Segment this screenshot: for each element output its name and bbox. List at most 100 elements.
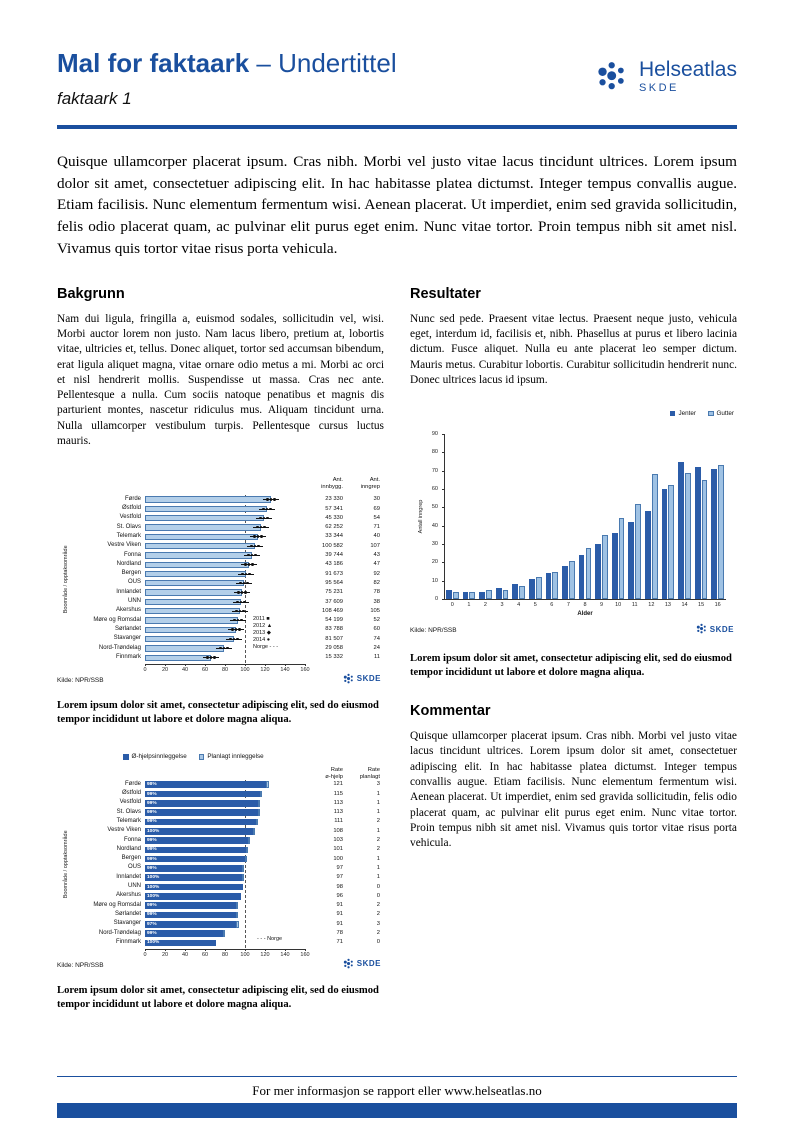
innbygg-value: 29 058 bbox=[325, 645, 343, 651]
innbygg-value: 95 564 bbox=[325, 579, 343, 586]
legend-swatch bbox=[198, 754, 205, 760]
year-marker bbox=[250, 544, 253, 548]
region-label: Finnmark bbox=[115, 938, 141, 945]
x-tick-label: 13 bbox=[664, 602, 671, 609]
x-tick-label: 6 bbox=[550, 602, 554, 609]
year-marker bbox=[273, 498, 276, 501]
legend-norge-row: - - - Norge bbox=[257, 935, 283, 942]
x-tick-label: 8 bbox=[583, 602, 587, 609]
y-tick bbox=[442, 580, 444, 582]
planlagt-bar bbox=[253, 827, 255, 835]
column-header: Rate planlagt bbox=[359, 767, 380, 780]
ohjelp-bar bbox=[145, 809, 258, 816]
year-marker bbox=[242, 581, 246, 585]
year-marker bbox=[244, 591, 247, 594]
gutter-bar bbox=[668, 485, 675, 600]
rate-ohjelp-value: 121 bbox=[333, 781, 343, 788]
planlagt-bar bbox=[236, 902, 238, 909]
region-label: Vestre Viken bbox=[107, 827, 141, 834]
ohjelp-bar bbox=[145, 930, 223, 937]
jenter-bar bbox=[611, 533, 618, 600]
region-label: Innlandet bbox=[116, 873, 141, 880]
x-tick-label: 3 bbox=[500, 602, 504, 609]
percent-label: 99% bbox=[147, 819, 157, 825]
percent-label: 99% bbox=[147, 800, 157, 806]
x-tick bbox=[145, 948, 146, 951]
year-marker bbox=[240, 591, 244, 594]
jenter-bar bbox=[694, 467, 701, 600]
percent-label: 99% bbox=[147, 791, 157, 797]
y-axis-line bbox=[444, 434, 445, 600]
region-label: Førde bbox=[124, 780, 141, 787]
innbygg-value: 15 332 bbox=[325, 654, 343, 661]
x-tick bbox=[305, 663, 306, 666]
y-tick bbox=[442, 525, 444, 527]
planlagt-bar bbox=[246, 846, 248, 854]
ohjelp-bar bbox=[145, 827, 253, 835]
x-tick-label: 0 bbox=[143, 951, 147, 958]
gutter-bar bbox=[635, 503, 642, 600]
source-label: Kilde: NPR/SSB bbox=[57, 961, 104, 969]
year-marker bbox=[263, 526, 266, 529]
year-marker bbox=[236, 619, 240, 622]
region-label: Akershus bbox=[115, 607, 141, 614]
year-marker bbox=[253, 535, 256, 538]
region-label: Vestre Viken bbox=[107, 542, 141, 549]
year-marker bbox=[254, 554, 257, 557]
gutter-bar bbox=[685, 472, 691, 600]
year-marker bbox=[241, 572, 244, 575]
page-title: Mal for faktaark – Undertittel bbox=[57, 48, 397, 79]
inngrep-value: 47 bbox=[373, 561, 380, 568]
rate-ohjelp-value: 103 bbox=[333, 837, 343, 844]
gutter-bar bbox=[535, 577, 542, 600]
percent-label: 99% bbox=[147, 865, 157, 871]
innbygg-value: 108 469 bbox=[322, 607, 343, 614]
year-marker bbox=[266, 516, 269, 520]
rate-ohjelp-value: 98 bbox=[336, 883, 343, 890]
two-column-layout: Bakgrunn Nam dui ligula, fringilla a, eu… bbox=[57, 286, 740, 1036]
y-tick-label: 80 bbox=[431, 449, 438, 456]
rate-bar bbox=[145, 561, 249, 568]
chart-legend: Jenter Gutter bbox=[669, 410, 734, 417]
y-tick-label: 50 bbox=[431, 504, 438, 511]
planlagt-bar bbox=[245, 855, 247, 863]
percent-label: 99% bbox=[147, 931, 157, 937]
rate-bar bbox=[145, 608, 240, 615]
page-title-sub: – Undertittel bbox=[256, 48, 397, 78]
year-marker bbox=[238, 609, 242, 613]
helseatlas-dots-icon bbox=[598, 62, 624, 90]
year-marker bbox=[251, 563, 254, 566]
rate-planlagt-value: 1 bbox=[376, 855, 380, 862]
region-label: Stavanger bbox=[113, 635, 141, 642]
y-tick bbox=[442, 470, 444, 472]
percent-label: 100% bbox=[147, 940, 160, 946]
legend-year-row: 2011 ■ bbox=[253, 615, 270, 622]
gutter-bar bbox=[602, 534, 608, 600]
innbygg-value: 45 330 bbox=[325, 514, 343, 521]
year-marker bbox=[237, 591, 240, 594]
x-tick bbox=[265, 948, 266, 951]
rate-planlagt-value: 0 bbox=[376, 939, 380, 946]
planlagt-bar bbox=[242, 874, 244, 882]
year-marker bbox=[269, 498, 273, 501]
logo-text: Helseatlas SKDE bbox=[639, 59, 737, 95]
source-label: Kilde: NPR/SSB bbox=[410, 627, 457, 635]
year-marker bbox=[256, 526, 259, 529]
right-column: Resultater Nunc sed pede. Praesent vitae… bbox=[410, 286, 740, 1036]
legend-year-row: 2012 ▲ bbox=[253, 622, 273, 629]
x-tick bbox=[265, 663, 266, 666]
y-tick-label: 30 bbox=[431, 541, 438, 548]
year-marker bbox=[235, 609, 238, 613]
ohjelp-bar bbox=[145, 865, 242, 872]
region-label: Nordland bbox=[116, 560, 141, 567]
x-tick bbox=[285, 948, 286, 951]
inngrep-value: 105 bbox=[370, 607, 380, 614]
ohjelp-bar bbox=[145, 893, 241, 900]
legend-label: Planlagt innleggelse bbox=[207, 753, 264, 761]
x-tick bbox=[225, 948, 226, 951]
year-marker bbox=[233, 619, 236, 622]
x-tick bbox=[245, 948, 246, 951]
ohjelp-bar bbox=[145, 790, 260, 798]
legend-norge-row: Norge - - - bbox=[253, 643, 279, 650]
